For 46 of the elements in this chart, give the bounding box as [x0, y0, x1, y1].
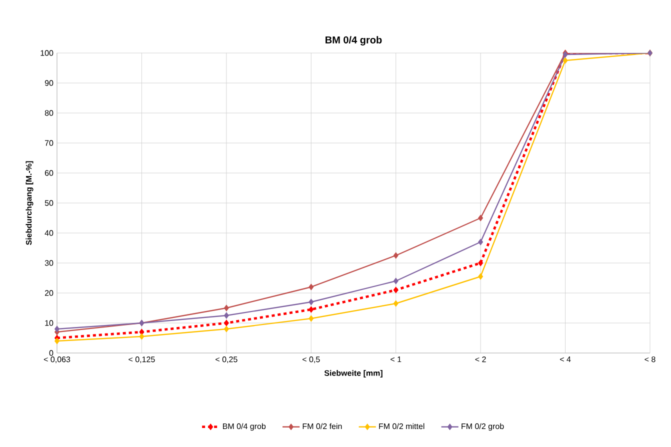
point [224, 312, 229, 319]
y-tick-label: 60 [44, 170, 54, 176]
point [393, 252, 398, 259]
point [308, 306, 314, 313]
legend-label: FM 0/2 fein [302, 423, 342, 430]
x-tick-label: < 8 [644, 356, 656, 362]
y-tick-label: 70 [44, 140, 54, 146]
point [139, 333, 144, 340]
x-tick-label: < 0,5 [302, 356, 320, 364]
y-tick-label: 40 [44, 230, 54, 236]
point [224, 304, 229, 312]
y-tick-label: 50 [44, 200, 54, 206]
x-axis-title: Siebweite [mm] [324, 370, 382, 378]
x-tick-label: < 0,25 [216, 356, 238, 364]
point [478, 214, 484, 222]
point [478, 273, 484, 280]
point [562, 57, 568, 64]
point [308, 315, 314, 322]
y-tick-label: 90 [44, 80, 54, 86]
point [224, 320, 229, 326]
x-tick-label: < 2 [475, 356, 486, 362]
legend-label: FM 0/2 grob [462, 423, 504, 431]
point [54, 338, 60, 344]
y-tick-label: 100 [40, 50, 54, 56]
point [393, 278, 398, 284]
legend-label: BM 0/4 grob [223, 423, 266, 431]
point [478, 238, 484, 246]
point [224, 326, 229, 332]
x-tick-label: < 1 [390, 356, 402, 362]
x-tick-label: < 4 [560, 356, 571, 362]
point [308, 284, 314, 290]
point [308, 298, 314, 306]
y-tick-label: 30 [44, 260, 54, 266]
point [478, 260, 484, 266]
y-tick-label: 10 [45, 320, 54, 326]
x-tick-label: < 0,125 [128, 356, 155, 364]
y-tick-label: 80 [44, 110, 54, 116]
x-tick-label: < 0,063 [44, 356, 70, 364]
point [54, 326, 60, 332]
legend-label: FM 0/2 mittel [379, 423, 424, 430]
y-axis-title: Siebdurchgang [M.-%] [26, 161, 34, 245]
point [393, 286, 398, 294]
chart-title: BM 0/4 grob [326, 36, 382, 46]
point [393, 300, 398, 307]
y-tick-label: 20 [44, 290, 54, 296]
y-tick-label: 0 [49, 350, 54, 356]
